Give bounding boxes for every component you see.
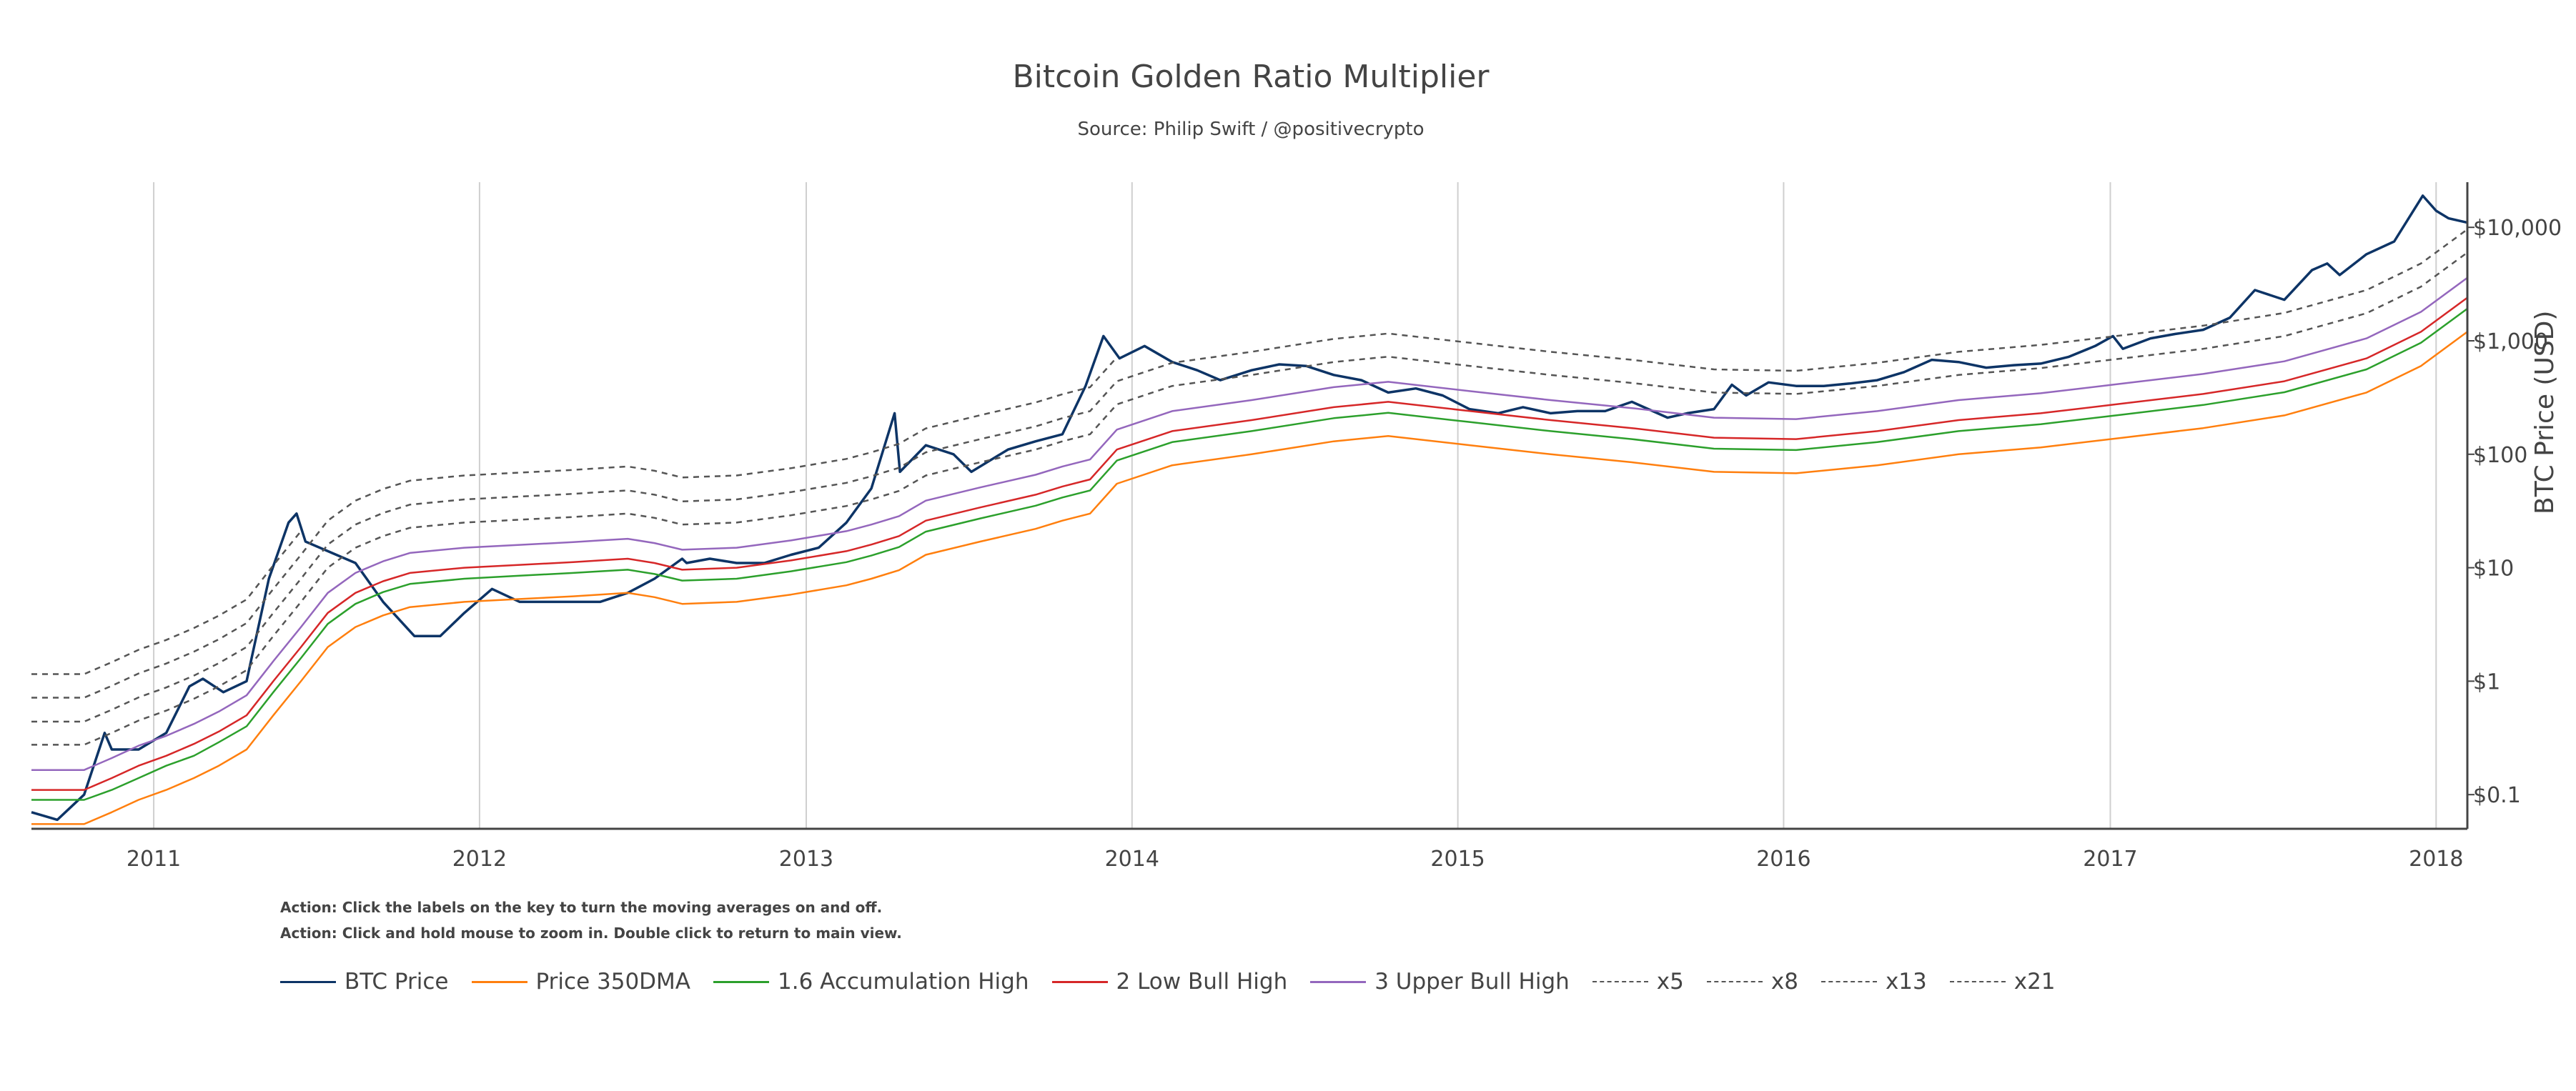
legend-swatch — [1592, 981, 1648, 982]
y-tick-label: $0.1 — [2473, 783, 2521, 808]
series-line-0[interactable] — [31, 194, 2468, 822]
legend-item-8[interactable]: x21 — [1949, 969, 2056, 995]
legend-label: 1.6 Accumulation High — [778, 969, 1029, 995]
legend-label: 3 Upper Bull High — [1374, 969, 1570, 995]
series-line-1[interactable] — [31, 331, 2468, 825]
series-line-3[interactable] — [31, 297, 2468, 791]
x-tick-label: 2011 — [127, 847, 181, 872]
y-axis-title: BTC Price (USD) — [2530, 310, 2560, 514]
legend-label: x21 — [2013, 969, 2056, 995]
y-tick-label: $1,000 — [2473, 329, 2548, 354]
legend-swatch — [280, 980, 336, 983]
series-line-5[interactable] — [31, 251, 2468, 746]
y-tick-label: $100 — [2473, 443, 2527, 468]
legend-item-4[interactable]: 3 Upper Bull High — [1310, 969, 1570, 995]
y-tick-label: $10 — [2473, 557, 2514, 582]
series-line-7[interactable] — [31, 357, 1118, 699]
chart-subtitle: Source: Philip Swift / @positivecrypto — [1077, 119, 1425, 140]
legend: BTC Price Price 350DMA 1.6 Accumulation Hi… — [280, 969, 2079, 995]
action-note-toggle: Action: Click the labels on the key to t… — [280, 899, 883, 916]
legend-label: x8 — [1770, 969, 1798, 995]
x-tick-label: 2013 — [779, 847, 833, 872]
series-lines — [31, 194, 2468, 825]
series-line-2[interactable] — [31, 307, 2468, 801]
legend-swatch — [1051, 980, 1108, 983]
legend-item-5[interactable]: x5 — [1592, 969, 1684, 995]
legend-item-7[interactable]: x13 — [1820, 969, 1927, 995]
legend-swatch — [1310, 980, 1367, 983]
x-tick-label: 2018 — [2409, 847, 2463, 872]
y-tick-label: $10,000 — [2473, 216, 2562, 241]
legend-item-2[interactable]: 1.6 Accumulation High — [713, 969, 1029, 995]
x-tick-label: 2012 — [452, 847, 507, 872]
series-line-4[interactable] — [31, 277, 2468, 771]
legend-label: Price 350DMA — [535, 969, 690, 995]
legend-swatch — [1820, 981, 1877, 982]
legend-item-1[interactable]: Price 350DMA — [471, 969, 690, 995]
x-tick-label: 2016 — [1756, 847, 1810, 872]
action-note-zoom: Action: Click and hold mouse to zoom in.… — [280, 925, 902, 942]
legend-item-3[interactable]: 2 Low Bull High — [1051, 969, 1288, 995]
legend-item-6[interactable]: x8 — [1706, 969, 1798, 995]
legend-item-0[interactable]: BTC Price — [280, 969, 449, 995]
legend-label: BTC Price — [345, 969, 449, 995]
x-tick-label: 2015 — [1430, 847, 1485, 872]
legend-label: 2 Low Bull High — [1116, 969, 1288, 995]
y-tick-label: $1 — [2473, 669, 2500, 694]
series-line-8[interactable] — [31, 530, 302, 675]
legend-label: x5 — [1656, 969, 1684, 995]
x-tick-label: 2017 — [2083, 847, 2137, 872]
gridlines — [153, 182, 2437, 829]
legend-swatch — [471, 980, 527, 983]
legend-swatch — [1949, 981, 2006, 982]
chart-title: Bitcoin Golden Ratio Multiplier — [1012, 59, 1490, 95]
x-tick-label: 2014 — [1105, 847, 1159, 872]
legend-label: x13 — [1885, 969, 1927, 995]
legend-swatch — [1706, 981, 1763, 982]
axes: 2011 2012 2013 2014 2015 2016 2017 2018 $0.1 $1 $1… — [31, 182, 2562, 872]
action-notes: Action: Click the labels on the key to t… — [280, 895, 902, 946]
legend-swatch — [713, 980, 769, 983]
series-line-6[interactable] — [31, 228, 2468, 723]
